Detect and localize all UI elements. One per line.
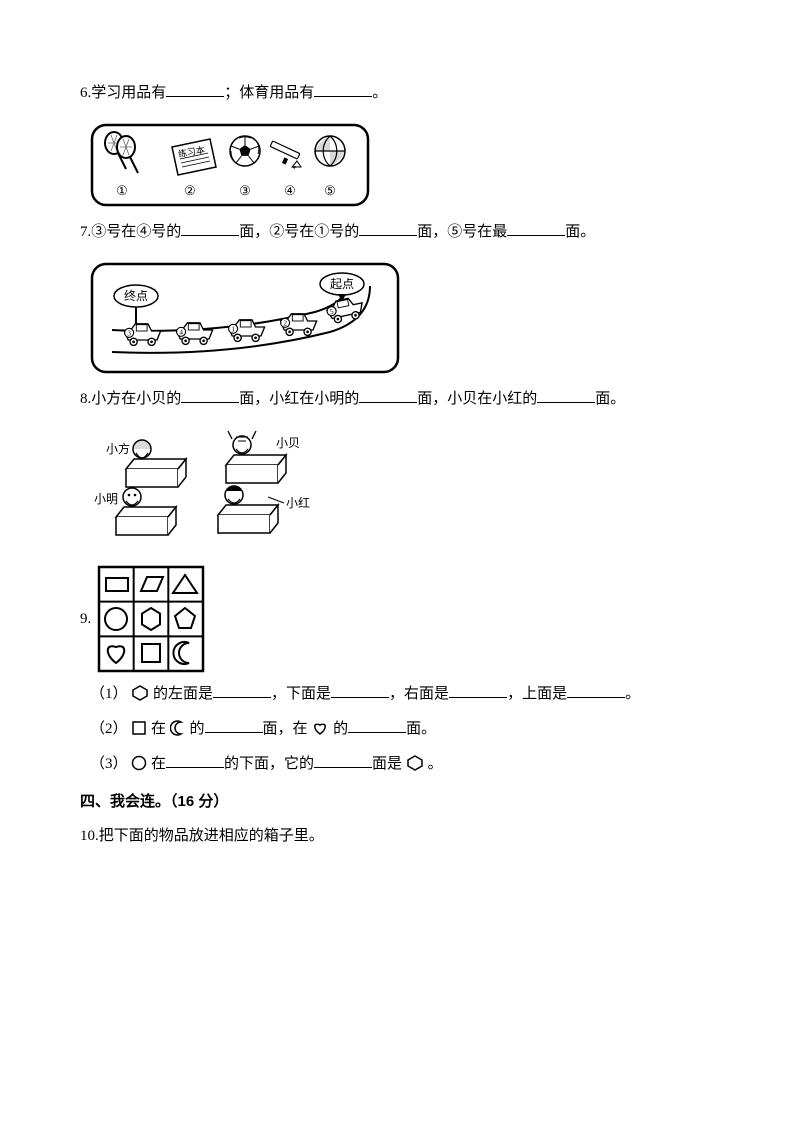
q7-p3: 面，⑤号在最 [417, 224, 507, 240]
svg-text:4: 4 [179, 329, 183, 337]
q9-sub3: （3） 在 的下面，它的 面是 。 [90, 751, 713, 778]
svg-text:小方: 小方 [106, 441, 130, 456]
q7-figure: 起点 终点 [90, 262, 400, 374]
q9-label: 9. [80, 606, 91, 633]
svg-text:3: 3 [127, 330, 131, 338]
q7-p1: 7.③号在④号的 [80, 224, 181, 240]
q6-prefix: 6.学习用品有 [80, 85, 166, 101]
svg-text:①: ① [116, 183, 128, 198]
q9-sub2: （2） 在 的 面，在 的 面。 [90, 716, 713, 743]
q9-1-b1[interactable] [213, 682, 271, 698]
svg-text:1: 1 [231, 326, 235, 334]
q9-2-t2: 的 [190, 721, 205, 737]
q9-1-t3: ，右面是 [389, 686, 449, 702]
q9-3-b2[interactable] [314, 752, 372, 768]
q9-grid-figure [97, 565, 205, 673]
q9-2-b1[interactable] [205, 717, 263, 733]
q6-end: 。 [372, 85, 387, 101]
q6-mid: ；体育用品有 [224, 85, 314, 101]
q8-p2: 面，小红在小明的 [239, 391, 359, 407]
q9-sub1: （1） 的左面是 ，下面是 ，右面是 ，上面是 。 [90, 681, 713, 708]
q8-p3: 面，小贝在小红的 [417, 391, 537, 407]
q6-blank-2[interactable] [314, 81, 372, 97]
svg-text:终点: 终点 [124, 288, 148, 303]
svg-text:④: ④ [284, 183, 296, 198]
q8-blank-3[interactable] [537, 387, 595, 403]
q9-3-b1[interactable] [166, 752, 224, 768]
q8-figure: 小方 小贝 小明 [90, 429, 310, 549]
q9-1-b3[interactable] [449, 682, 507, 698]
q9-1-pre: （1） [90, 686, 128, 702]
q9-3-pre: （3） [90, 756, 128, 772]
q9-3-t4: 。 [428, 756, 443, 772]
q8-blank-1[interactable] [181, 387, 239, 403]
q7-blank-3[interactable] [507, 220, 565, 236]
svg-text:2: 2 [283, 320, 287, 328]
q9-2-t4: 的 [333, 721, 348, 737]
question-10: 10.把下面的物品放进相应的箱子里。 [80, 823, 713, 850]
section-4-title: 四、我会连。（16 分） [80, 788, 713, 815]
svg-text:小明: 小明 [94, 492, 118, 506]
q8-blank-2[interactable] [359, 387, 417, 403]
q9-1-b4[interactable] [567, 682, 625, 698]
svg-text:小贝: 小贝 [276, 436, 300, 450]
question-9: 9. [80, 565, 713, 673]
q7-blank-2[interactable] [359, 220, 417, 236]
q9-1-b2[interactable] [331, 682, 389, 698]
q9-2-t5: 面。 [406, 721, 436, 737]
q8-p1: 8.小方在小贝的 [80, 391, 181, 407]
q6-blank-1[interactable] [166, 81, 224, 97]
q9-1-t2: ，下面是 [271, 686, 331, 702]
q8-p4: 面。 [595, 391, 625, 407]
svg-text:起点: 起点 [330, 277, 354, 291]
q9-2-t1: 在 [151, 721, 166, 737]
q9-3-t1: 在 [151, 756, 166, 772]
question-6: 6.学习用品有 ；体育用品有 。 [80, 80, 713, 107]
q9-3-t3: 面是 [372, 756, 402, 772]
q9-1-t5: 。 [625, 686, 640, 702]
q9-1-t1: 的左面是 [153, 686, 213, 702]
q7-p2: 面，②号在①号的 [239, 224, 359, 240]
q9-2-pre: （2） [90, 721, 128, 737]
svg-text:③: ③ [239, 183, 251, 198]
svg-text:②: ② [184, 183, 196, 198]
svg-text:⑤: ⑤ [324, 183, 336, 198]
question-8: 8.小方在小贝的 面，小红在小明的 面，小贝在小红的 面。 [80, 386, 713, 413]
question-7: 7.③号在④号的 面，②号在①号的 面，⑤号在最 面。 [80, 219, 713, 246]
q9-3-t2: 的下面，它的 [224, 756, 314, 772]
q7-blank-1[interactable] [181, 220, 239, 236]
q6-figure: 练习本 [90, 123, 370, 207]
q9-2-t3: 面，在 [263, 721, 308, 737]
svg-text:小红: 小红 [286, 495, 310, 510]
q9-1-t4: ，上面是 [507, 686, 567, 702]
q9-2-b2[interactable] [348, 717, 406, 733]
q7-p4: 面。 [565, 224, 595, 240]
